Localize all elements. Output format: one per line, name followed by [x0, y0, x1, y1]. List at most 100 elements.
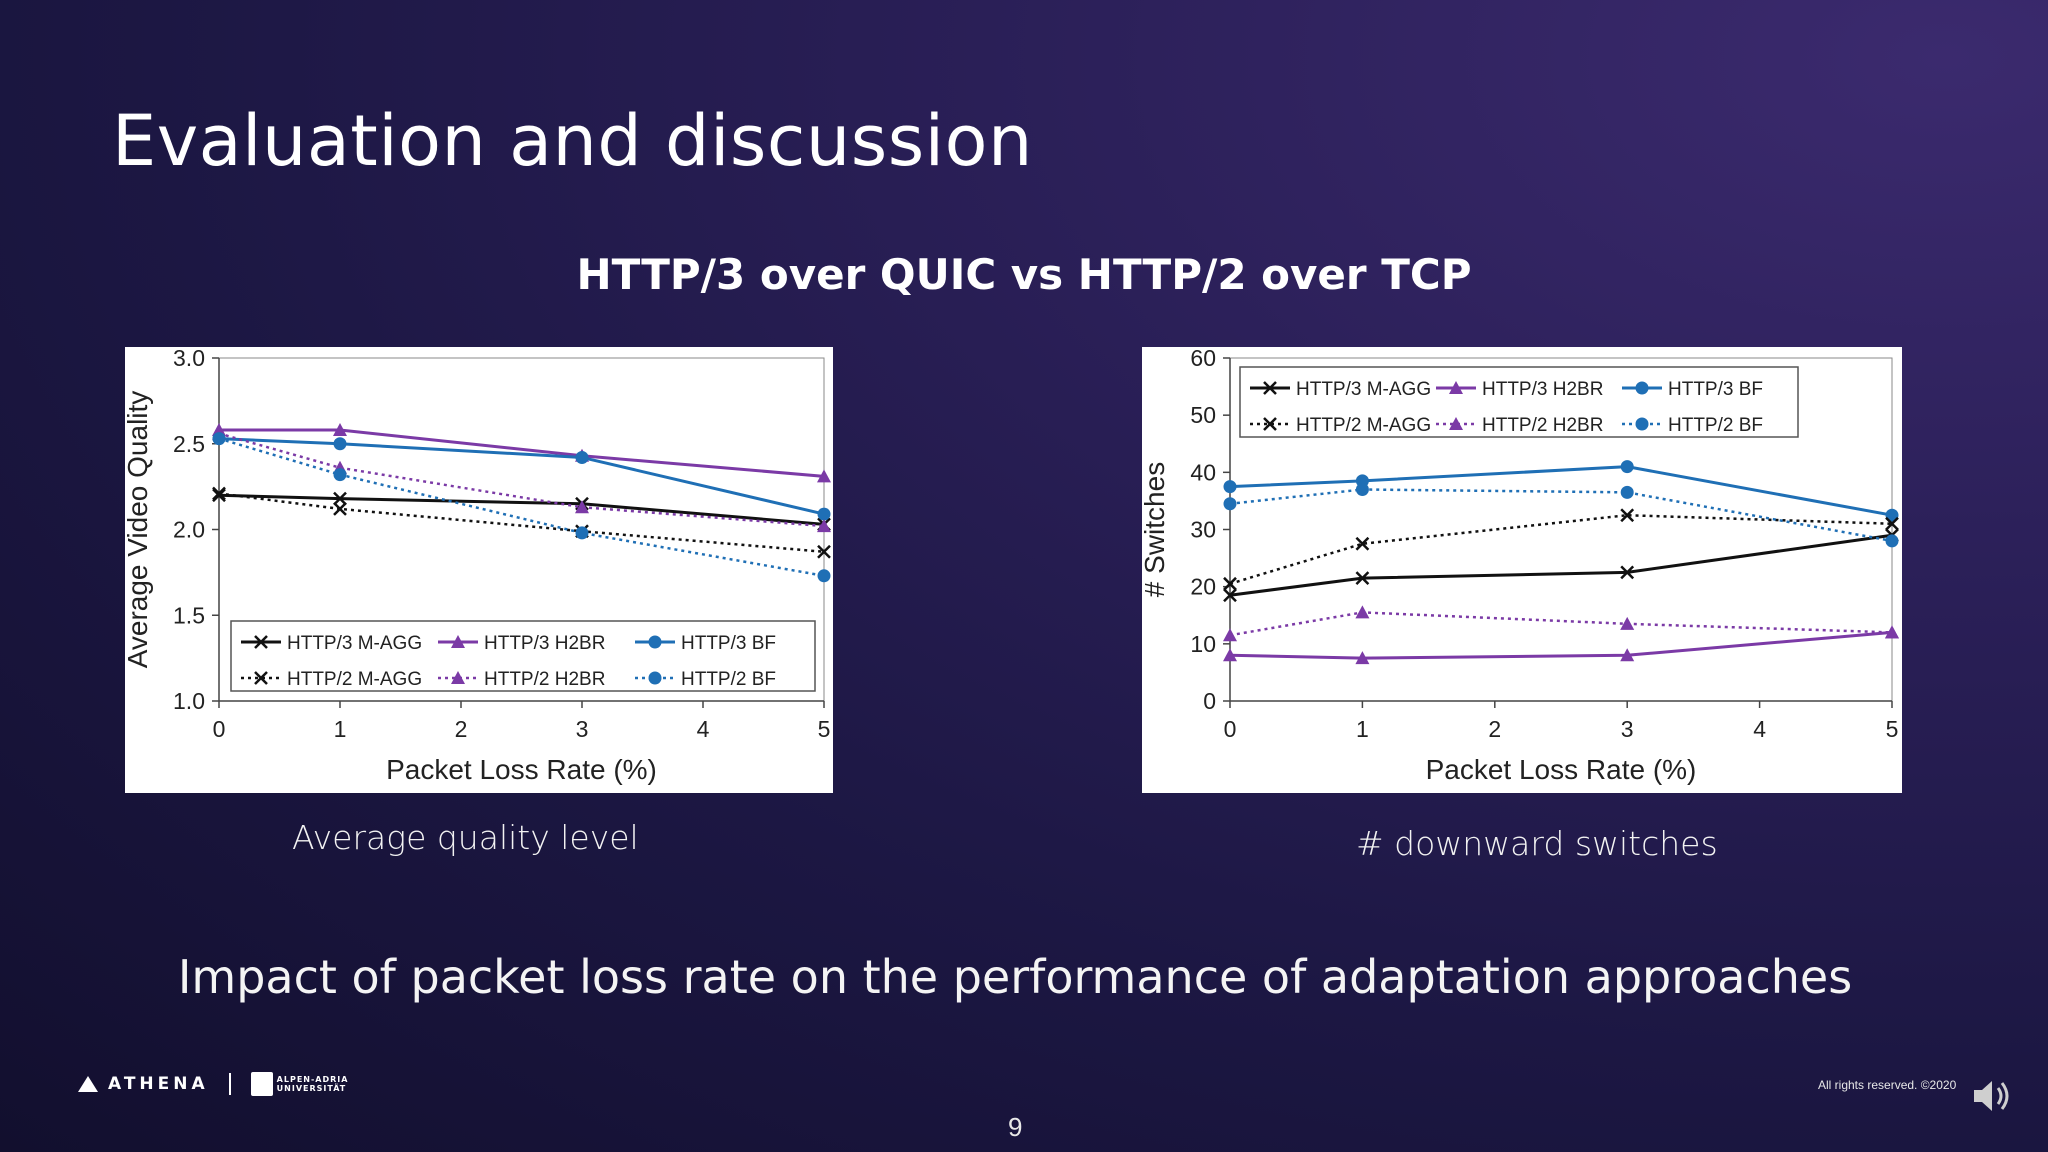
legend-label: HTTP/2 M-AGG — [287, 669, 422, 690]
chart-quality-panel: 1.0 1.5 2.0 2.5 3.0 0 1 2 3 4 5 Packet Loss Rate (%… — [125, 347, 833, 793]
x-tick-label: 0 — [213, 716, 226, 742]
data-point-http-3-h2br — [1223, 648, 1237, 662]
data-point-http-2-m-agg — [817, 544, 831, 559]
data-point-http-2-bf — [1223, 497, 1237, 511]
legend-label: HTTP/2 BF — [1668, 415, 1763, 436]
caption-left: Average quality level — [292, 818, 639, 857]
legend-marker — [1635, 381, 1649, 395]
footer-logos: ATHENA ALPEN-ADRIA UNIVERSITÄT — [78, 1072, 348, 1096]
y-axis-label: # Switches — [1142, 462, 1170, 597]
data-point-http-3-h2br — [817, 469, 831, 483]
x-tick-label: 1 — [1356, 716, 1369, 742]
footer-divider — [228, 1073, 231, 1095]
legend-label: HTTP/3 M-AGG — [287, 633, 422, 654]
y-tick-label: 1.5 — [173, 602, 205, 628]
legend-label: HTTP/3 BF — [681, 633, 776, 654]
data-point-http-3-h2br — [333, 423, 347, 437]
speaker-icon[interactable] — [1970, 1076, 2014, 1121]
legend-marker — [648, 635, 662, 649]
data-point-http-3-bf — [1885, 508, 1899, 522]
y-tick-label: 10 — [1190, 631, 1216, 657]
legend-label: HTTP/2 H2BR — [484, 669, 605, 690]
data-point-http-3-h2br — [1355, 651, 1370, 665]
y-axis-label: Average Video Quality — [125, 391, 153, 669]
legend-marker — [451, 671, 465, 684]
data-point-http-2-h2br — [1355, 605, 1370, 619]
series-line-http-3-m-agg — [1229, 533, 1893, 597]
caption-right: # downward switches — [1356, 824, 1718, 863]
y-tick-label: 30 — [1190, 517, 1216, 543]
university-icon — [250, 1072, 273, 1096]
data-point-http-2-bf — [1885, 534, 1899, 548]
data-point-http-2-m-agg — [1355, 536, 1370, 551]
series-line-http-3-m-agg — [218, 493, 825, 526]
x-tick-label: 5 — [818, 716, 831, 742]
data-point-http-2-m-agg — [1885, 516, 1899, 531]
chart-average-quality: 1.0 1.5 2.0 2.5 3.0 0 1 2 3 4 5 Packet Loss Rate (%… — [125, 347, 831, 785]
legend-label: HTTP/2 H2BR — [1482, 415, 1603, 436]
y-tick-label: 50 — [1190, 402, 1216, 428]
x-tick-label: 4 — [1753, 716, 1766, 742]
data-point-http-3-bf — [1223, 480, 1237, 494]
x-tick-label: 3 — [576, 716, 589, 742]
data-point-http-2-bf — [817, 569, 831, 583]
series-line-http-3-bf — [218, 437, 825, 516]
legend-label: HTTP/3 BF — [1668, 379, 1763, 400]
data-point-http-3-m-agg — [1223, 588, 1237, 603]
data-point-http-2-h2br — [817, 519, 831, 533]
legend-box — [1239, 366, 1799, 438]
legend-marker — [1449, 417, 1463, 430]
series-line-http-2-bf — [1229, 488, 1893, 543]
data-point-http-2-m-agg — [1223, 576, 1237, 591]
data-point-http-2-bf — [1620, 485, 1634, 499]
legend-marker — [1449, 381, 1463, 394]
data-point-http-3-bf — [1620, 460, 1634, 474]
series-line-http-3-h2br — [219, 428, 825, 478]
series-line-http-3-h2br — [1229, 630, 1893, 660]
chart-downward-switches: 0 10 20 30 40 50 60 0 1 2 3 4 5 Packet Loss Rate (%) #… — [1142, 347, 1899, 785]
series-line-http-2-bf — [218, 437, 825, 578]
athena-logo-icon — [78, 1076, 98, 1092]
legend-label: HTTP/3 H2BR — [484, 633, 605, 654]
uni-line1: ALPEN-ADRIA — [276, 1075, 349, 1084]
copyright: All rights reserved. ©2020 — [1818, 1078, 1957, 1092]
legend-box — [230, 620, 816, 692]
data-point-http-3-m-agg — [1620, 565, 1635, 580]
data-point-http-2-h2br — [1885, 625, 1899, 639]
data-point-http-2-m-agg — [212, 486, 226, 501]
legend-label: HTTP/3 H2BR — [1482, 379, 1603, 400]
y-tick-label: 2.0 — [173, 517, 205, 543]
chart-switches-panel: 0 10 20 30 40 50 60 0 1 2 3 4 5 Packet Loss Rate (%) #… — [1142, 347, 1902, 793]
legend-marker — [648, 671, 662, 685]
series-line-http-2-h2br — [218, 432, 825, 528]
uni-line2: UNIVERSITÄT — [276, 1084, 347, 1093]
y-tick-label: 20 — [1190, 574, 1216, 600]
x-axis-label: Packet Loss Rate (%) — [386, 754, 657, 785]
y-tick-label: 3.0 — [173, 347, 205, 371]
x-tick-label: 2 — [455, 716, 468, 742]
data-point-http-2-m-agg — [333, 502, 347, 516]
x-tick-label: 0 — [1224, 716, 1237, 742]
x-tick-label: 1 — [334, 716, 347, 742]
y-tick-label: 2.5 — [173, 431, 205, 457]
x-tick-label: 4 — [697, 716, 710, 742]
page-number: 9 — [1008, 1112, 1023, 1142]
legend-marker — [1263, 381, 1277, 395]
data-point-http-2-m-agg — [1620, 508, 1635, 523]
university-logo: ALPEN-ADRIA UNIVERSITÄT — [250, 1072, 349, 1096]
legend-marker — [1635, 417, 1649, 431]
legend-marker — [254, 635, 268, 649]
slide-title: Evaluation and discussion — [112, 100, 1033, 182]
slide-subtitle: HTTP/3 over QUIC vs HTTP/2 over TCP — [576, 250, 1472, 299]
data-point-http-3-m-agg — [1355, 571, 1370, 585]
x-tick-label: 3 — [1621, 716, 1634, 742]
legend-label: HTTP/3 M-AGG — [1296, 379, 1431, 400]
data-point-http-3-bf — [575, 450, 589, 464]
legend-marker — [254, 671, 268, 685]
y-tick-label: 1.0 — [173, 688, 205, 714]
data-point-http-2-bf — [333, 468, 347, 482]
data-point-http-2-bf — [212, 432, 226, 446]
data-point-http-2-h2br — [575, 500, 589, 514]
y-tick-label: 0 — [1203, 688, 1216, 714]
legend-label: HTTP/2 M-AGG — [1296, 415, 1431, 436]
